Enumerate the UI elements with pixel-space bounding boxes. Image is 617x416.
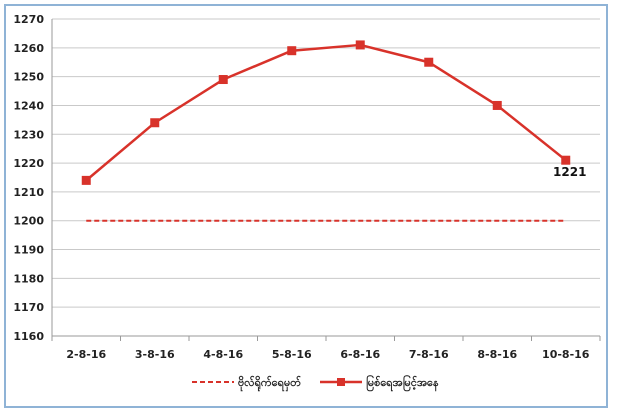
y-tick-label: 1180: [13, 272, 44, 285]
axis-layer: 1160 1170 1180 1190 1200 1210 1220 1230 1240 1250…: [13, 13, 601, 361]
label-layer: 1221: [553, 165, 586, 179]
series-line-water-level: [85, 43, 567, 182]
data-point-marker: [492, 100, 502, 110]
data-point-marker: [150, 118, 160, 128]
y-tick-label: 1200: [13, 215, 44, 228]
data-point-marker: [81, 175, 91, 185]
x-tick-label: 2-8-16: [66, 348, 106, 361]
data-label: 1221: [553, 165, 586, 179]
grid-layer: [52, 18, 600, 337]
y-tick-label: 1160: [13, 330, 44, 343]
x-tick-label: 7-8-16: [409, 348, 449, 361]
y-tick-label: 1210: [13, 186, 44, 199]
y-tick-label: 1260: [13, 42, 44, 55]
data-point-marker: [424, 57, 434, 67]
legend-label-reference-line: ဗိုလ်ရိုက်ရေမှတ်: [238, 375, 302, 392]
x-tick-label: 3-8-16: [135, 348, 175, 361]
data-point-marker: [355, 40, 365, 50]
y-tick-label: 1190: [13, 244, 44, 257]
x-tick-label: 4-8-16: [203, 348, 243, 361]
data-point-marker: [287, 46, 297, 56]
y-tick-label: 1170: [13, 301, 44, 314]
y-tick-label: 1250: [13, 71, 44, 84]
chart-frame: [4, 4, 608, 408]
x-tick-label: 10-8-16: [542, 348, 590, 361]
data-point-marker: [561, 155, 571, 165]
legend-label-water-level: မြစ်ရေအမြင့်အနေ: [366, 374, 439, 392]
series-layer: [81, 40, 571, 222]
y-tick-label: 1220: [13, 157, 44, 170]
y-tick-label: 1240: [13, 99, 44, 112]
y-tick-label: 1270: [13, 13, 44, 26]
data-point-marker: [218, 75, 228, 85]
x-tick-label: 5-8-16: [272, 348, 312, 361]
legend-marker-water-level: [337, 378, 345, 386]
legend: ဗိုလ်ရိုက်ရေမှတ် မြစ်ရေအမြင့်အနေ: [192, 374, 439, 392]
y-tick-label: 1230: [13, 128, 44, 141]
x-tick-label: 6-8-16: [340, 348, 380, 361]
x-tick-label: 8-8-16: [477, 348, 517, 361]
